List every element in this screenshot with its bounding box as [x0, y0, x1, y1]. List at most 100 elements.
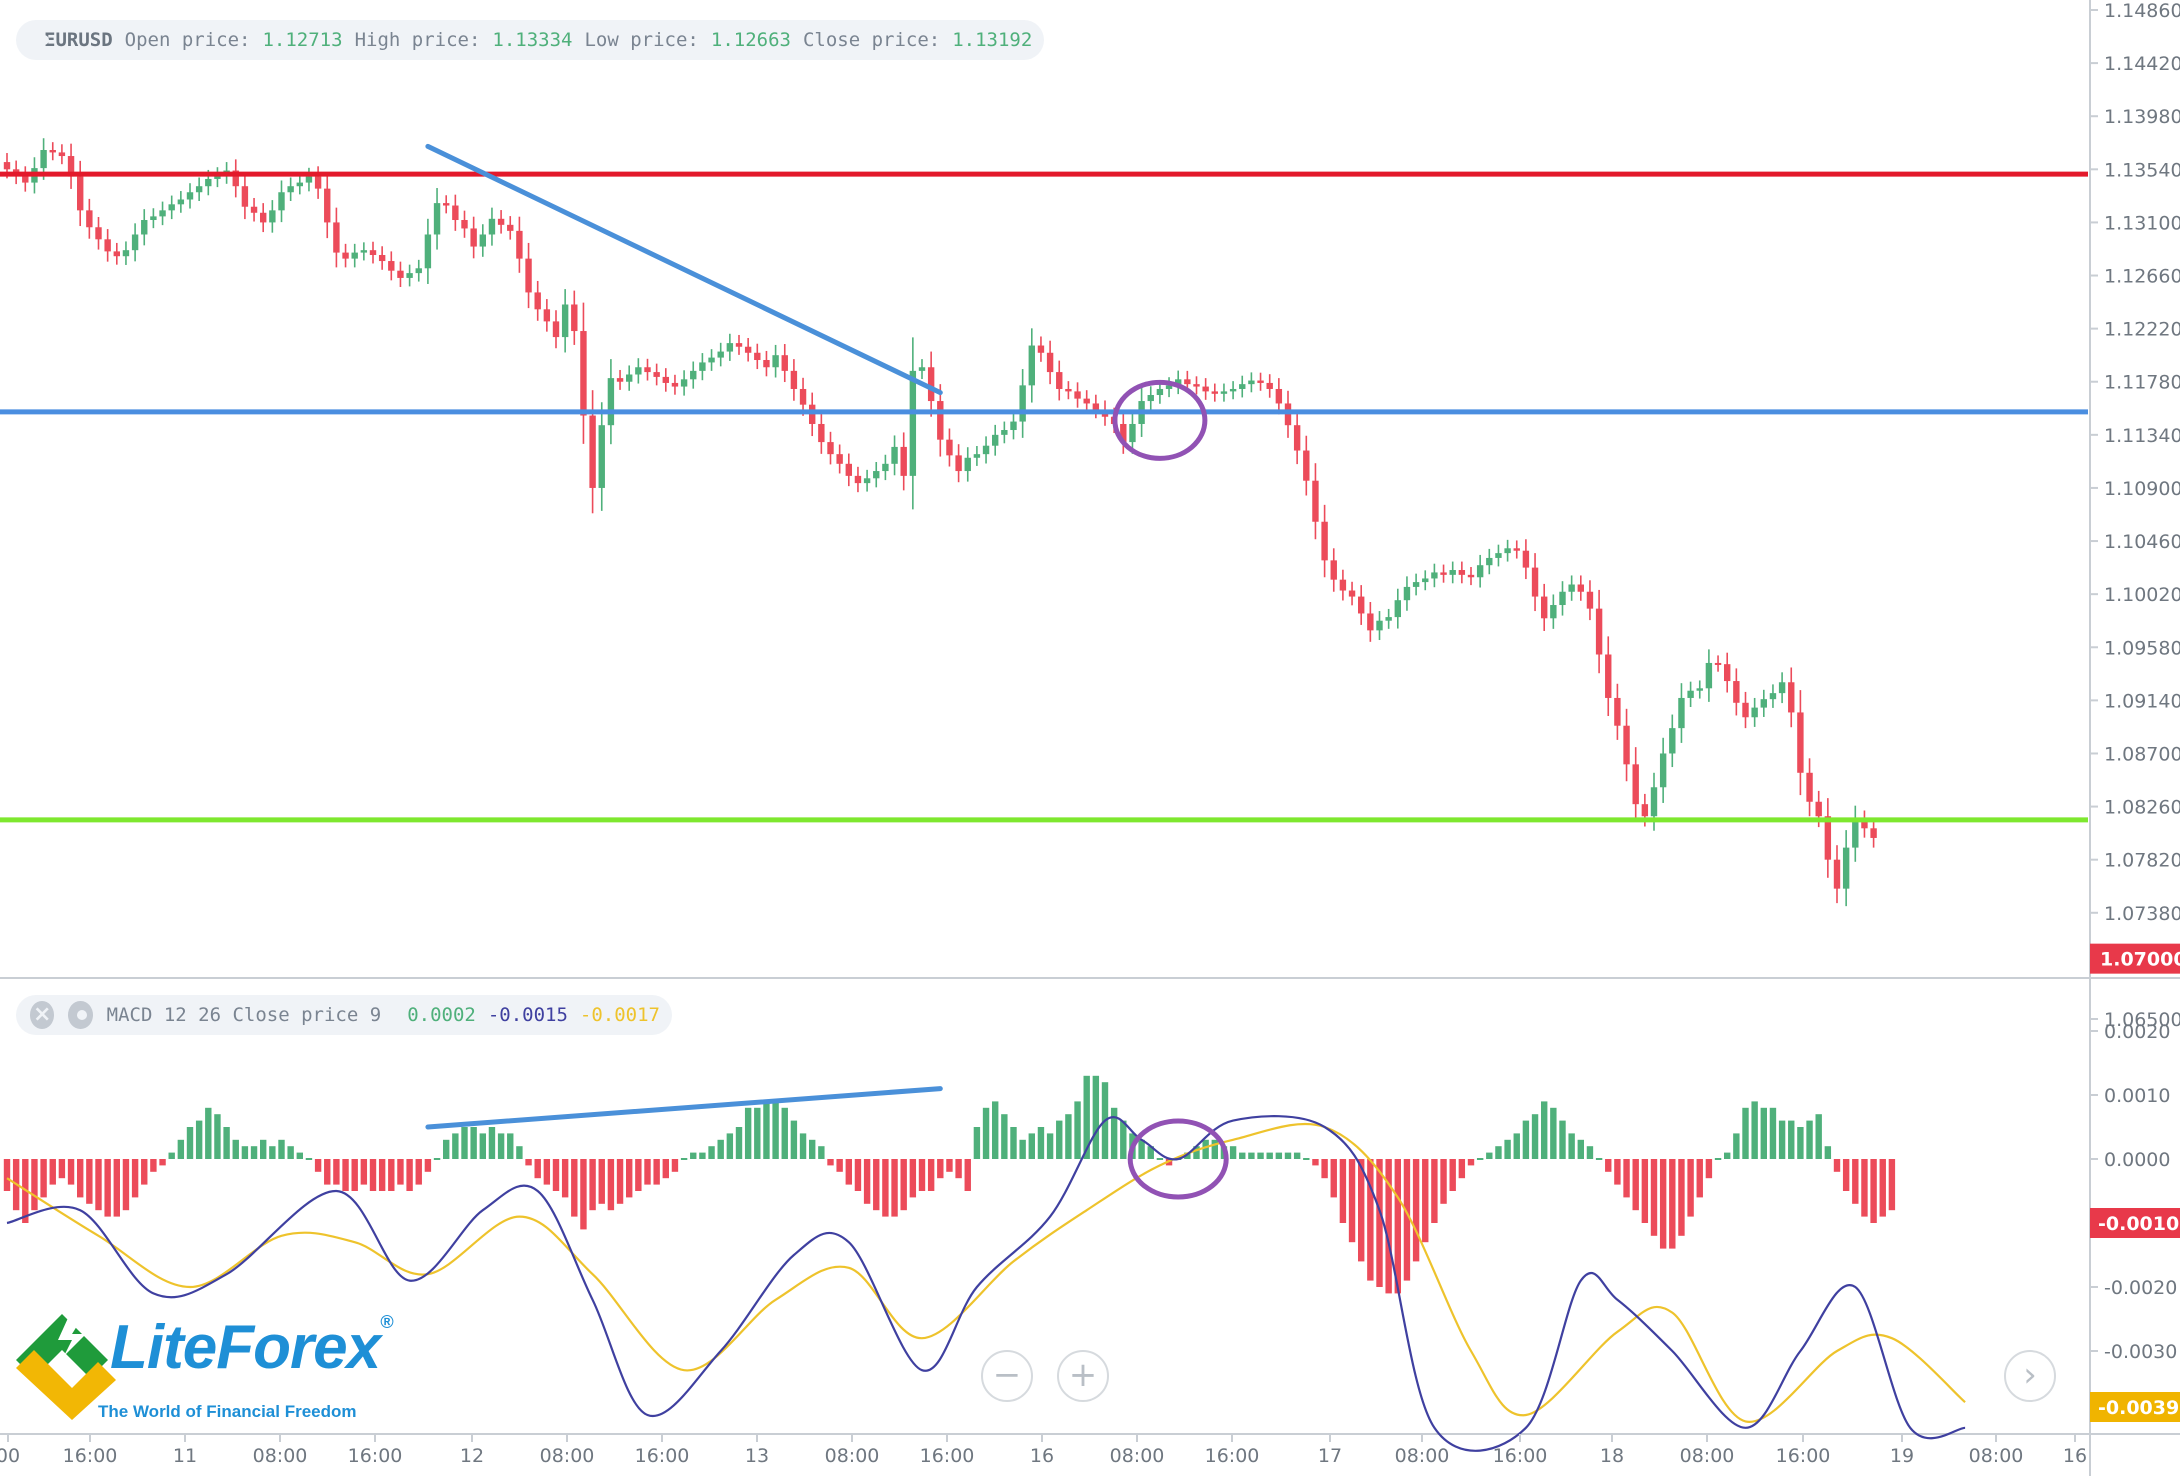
time-tick-label: 16:00	[920, 1445, 975, 1467]
scroll-right-button[interactable]: ›	[2004, 1350, 2056, 1402]
time-tick-label: 08:00	[1969, 1445, 2024, 1467]
candle-body	[1156, 388, 1164, 396]
low-label: Low price:	[584, 29, 699, 51]
zoom-out-button[interactable]: −	[981, 1350, 1033, 1402]
candle-body	[1431, 572, 1438, 579]
histogram-bar	[1248, 1152, 1255, 1159]
candle-body	[324, 188, 331, 223]
histogram-bar	[159, 1159, 166, 1166]
time-tick-label: 16:00	[63, 1445, 118, 1467]
candle-body	[205, 178, 212, 187]
price-legend: EURUSD Open price: 1.12713 High price: 1…	[16, 20, 1044, 60]
macd-trendline[interactable]	[425, 1086, 943, 1130]
price-trendline[interactable]	[425, 143, 943, 396]
candle-body	[287, 186, 294, 193]
candle-body	[1092, 403, 1100, 410]
gear-icon[interactable]	[68, 1001, 93, 1029]
candle-body	[1229, 388, 1237, 392]
candle-body	[1239, 384, 1246, 389]
open-label: Open price:	[124, 29, 251, 51]
price-highlight-circle[interactable]	[1112, 379, 1208, 461]
histogram-bar	[1056, 1120, 1063, 1159]
histogram-bar	[1019, 1139, 1026, 1159]
price-tick-label: 1.10460	[2104, 531, 2180, 553]
candle-body	[1760, 699, 1767, 708]
candle-body	[260, 212, 267, 223]
histogram-bar	[626, 1159, 633, 1198]
time-tick-label: 08:00	[1395, 1445, 1450, 1467]
histogram-bar	[1833, 1159, 1841, 1172]
histogram-bar	[77, 1159, 84, 1198]
candle-body	[1147, 395, 1154, 402]
zoom-in-button[interactable]: +	[1057, 1350, 1109, 1402]
candle-body	[22, 175, 29, 183]
macd-name: MACD 12 26 Close price 9	[106, 1004, 382, 1026]
macd-highlight-circle[interactable]	[1127, 1118, 1229, 1200]
macd-value-tag-text: -0.0010	[2098, 1213, 2179, 1235]
candle-body	[479, 234, 486, 247]
macd-legend: × MACD 12 26 Close price 9 0.0002 -0.001…	[16, 995, 672, 1035]
candle-body	[927, 367, 935, 402]
candle-body	[159, 210, 166, 217]
candle-body	[708, 357, 715, 363]
price-tick-label: 1.08260	[2104, 797, 2180, 819]
macd-value-tag	[2090, 1208, 2180, 1238]
histogram-bar	[1495, 1146, 1502, 1159]
candle-body	[1778, 682, 1786, 694]
histogram-bar	[1449, 1159, 1456, 1191]
candle-body	[122, 250, 130, 257]
histogram-bar	[1110, 1107, 1118, 1159]
histogram-bar	[269, 1146, 276, 1159]
candle-body	[1010, 421, 1017, 431]
histogram-bar	[1605, 1159, 1612, 1172]
macd-tick-label: 0.0010	[2104, 1085, 2170, 1107]
time-tick-label: 17	[1318, 1445, 1342, 1467]
logo-mark-icon	[16, 1314, 116, 1420]
histogram-bar	[1687, 1159, 1694, 1217]
macd-tick-label: 0.0000	[2104, 1149, 2170, 1171]
candle-body	[671, 382, 679, 387]
candle-body	[1687, 690, 1694, 698]
histogram-bar	[1120, 1120, 1127, 1159]
candle-body	[1595, 608, 1603, 655]
histogram-bar	[836, 1159, 843, 1172]
histogram-bar	[1083, 1075, 1090, 1159]
candle-body	[1019, 385, 1026, 422]
histogram-bar	[1724, 1152, 1731, 1159]
histogram-bar	[1842, 1159, 1850, 1191]
high-value: 1.13334	[492, 29, 573, 51]
candle-body	[525, 258, 532, 293]
macd-line	[6, 1115, 1966, 1452]
candle-body	[141, 220, 148, 235]
histogram-bar	[1852, 1159, 1859, 1204]
candle-body	[1220, 391, 1228, 394]
candle-body	[717, 351, 724, 358]
candle-body	[1056, 372, 1063, 389]
histogram-bar	[1046, 1133, 1054, 1159]
candle-body	[369, 250, 377, 256]
candle-body	[726, 343, 734, 352]
histogram-bar	[1614, 1159, 1621, 1185]
histogram-bar	[1156, 1158, 1164, 1160]
candle-body	[1815, 801, 1822, 817]
histogram-bar	[388, 1159, 395, 1191]
histogram-bar	[360, 1159, 368, 1185]
price-tick-label: 1.07380	[2104, 903, 2180, 925]
candle-body	[1742, 702, 1749, 718]
candle-body	[836, 454, 843, 464]
close-icon[interactable]: ×	[30, 1001, 55, 1029]
candle-body	[1028, 345, 1035, 386]
candle-body	[461, 220, 468, 229]
candle-body	[424, 234, 432, 269]
price-tick-label: 1.12660	[2104, 266, 2180, 288]
histogram-bar	[1595, 1158, 1603, 1160]
histogram-bar	[1367, 1159, 1374, 1281]
candle-body	[1724, 664, 1731, 682]
current-price-tag	[2090, 943, 2180, 974]
histogram-bar	[552, 1159, 560, 1191]
candle-body	[397, 270, 404, 278]
candle-body	[680, 379, 688, 387]
histogram-bar	[744, 1107, 752, 1159]
histogram-bar	[863, 1159, 871, 1204]
